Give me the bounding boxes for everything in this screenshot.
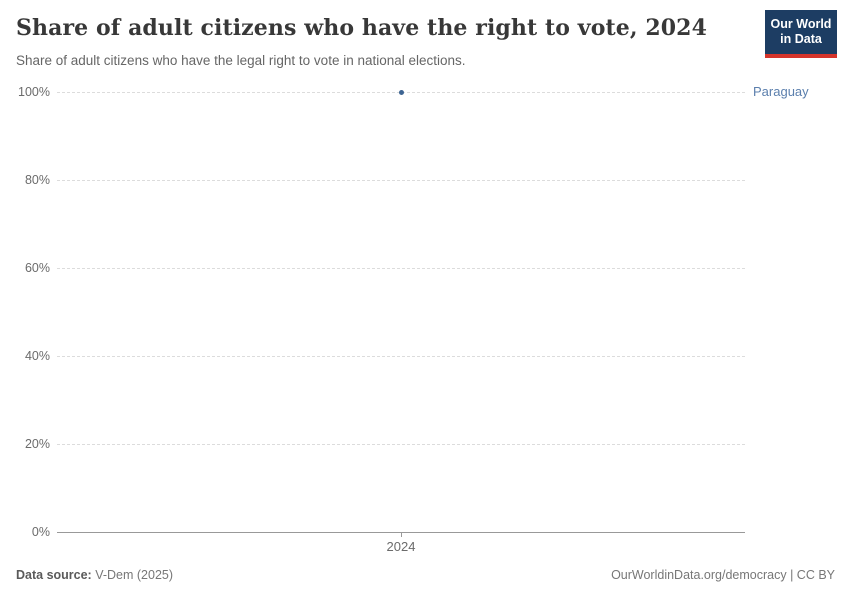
data-point[interactable] — [398, 89, 404, 95]
x-axis-tick — [401, 532, 402, 537]
y-axis-tick-label: 20% — [24, 437, 50, 451]
entity-label[interactable]: Paraguay — [753, 84, 809, 99]
y-axis-tick-label: 80% — [24, 173, 50, 187]
y-axis-tick-label: 60% — [24, 261, 50, 275]
owid-logo-line1: Our World — [770, 16, 832, 31]
data-source-note: Data source: V-Dem (2025) — [16, 568, 173, 582]
chart-footer: Data source: V-Dem (2025) OurWorldinData… — [16, 568, 835, 582]
y-axis-tick-label: 0% — [31, 525, 50, 539]
owid-logo-text: Our World in Data — [765, 10, 837, 54]
owid-logo-stripe — [765, 54, 837, 58]
y-gridline — [57, 444, 745, 445]
owid-logo-line2: in Data — [780, 32, 822, 46]
data-source-label: Data source: — [16, 568, 92, 582]
owid-logo[interactable]: Our World in Data — [765, 10, 837, 58]
data-source-value: V-Dem (2025) — [91, 568, 174, 582]
y-gridline — [57, 268, 745, 269]
x-axis-tick-label: 2024 — [386, 539, 416, 554]
y-gridline — [57, 180, 745, 181]
y-axis-tick-label: 40% — [24, 349, 50, 363]
y-axis-tick-label: 100% — [18, 85, 50, 99]
license-credit-link[interactable]: OurWorldinData.org/democracy | CC BY — [611, 568, 835, 582]
chart-title: Share of adult citizens who have the rig… — [16, 15, 707, 41]
y-gridline — [57, 356, 745, 357]
chart-subtitle: Share of adult citizens who have the leg… — [16, 53, 466, 68]
